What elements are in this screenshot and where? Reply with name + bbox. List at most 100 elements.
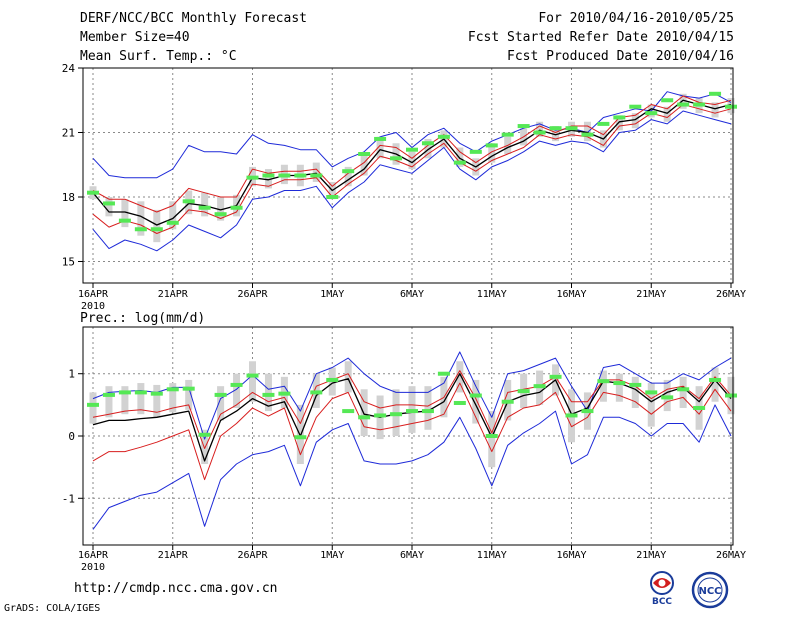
prec-spread-box <box>424 386 432 430</box>
temp-spread-box <box>201 192 209 217</box>
prec-xtick-label: 21APR <box>158 550 189 561</box>
prec-xtick-label: 26MAY <box>716 550 746 561</box>
temp-spread-box <box>121 199 129 228</box>
prec-observed-marker <box>246 373 259 378</box>
temp-spread-box <box>456 147 464 167</box>
temp-spread-box <box>679 93 687 109</box>
prec-observed-marker <box>310 390 323 395</box>
prec-observed-marker <box>677 387 690 392</box>
prec-min-line <box>92 404 732 530</box>
prec-observed-marker <box>469 393 482 398</box>
prec-spread-box <box>456 361 464 393</box>
prec-observed-marker <box>565 413 578 418</box>
prec-ytick-label: 1 <box>68 368 75 381</box>
temp-observed-marker <box>709 91 722 96</box>
temp-mean-line <box>92 99 732 226</box>
prec-observed-marker <box>294 435 307 440</box>
prec-spread-box <box>105 386 113 418</box>
prec-observed-marker <box>581 409 594 414</box>
prec-xtick-label: 21MAY <box>636 550 666 561</box>
temp-observed-marker <box>262 173 275 178</box>
prec-observed-marker <box>198 432 211 437</box>
source-url[interactable]: http://cmdp.ncc.cma.gov.cn <box>74 581 278 596</box>
refer-date: Fcst Started Refer Date 2010/04/15 <box>467 30 734 45</box>
prec-observed-marker <box>166 387 179 392</box>
prec-observed-marker <box>150 391 163 396</box>
prec-max-line <box>92 351 732 440</box>
temp-spread-box <box>536 121 544 137</box>
temp-observed-marker <box>437 134 450 139</box>
temp-observed-marker <box>230 205 243 210</box>
prec-observed-marker <box>421 409 434 414</box>
prec-observed-marker <box>230 382 243 387</box>
temp-ytick-label: 15 <box>62 256 75 269</box>
temp-min-line <box>92 110 732 252</box>
prec-observed-marker <box>87 402 99 407</box>
prec-observed-marker <box>485 434 498 438</box>
temp-observed-marker <box>629 104 642 109</box>
ncc-logo-text: NCC <box>698 586 721 597</box>
prec-observed-marker <box>501 399 514 404</box>
temp-spread-box <box>711 102 719 118</box>
temp-spread-box <box>264 169 272 189</box>
temp-spread-box <box>663 106 671 122</box>
variable-label: Mean Surf. Temp.: °C <box>80 49 237 64</box>
temp-spread-box <box>153 209 161 243</box>
prec-spread-box <box>679 376 687 408</box>
temp-observed-marker <box>645 111 658 116</box>
temp-spread-box <box>344 166 352 187</box>
temp-spread-box <box>169 201 177 230</box>
temp-xtick-label: 16APR <box>78 289 109 300</box>
temp-observed-marker <box>246 175 259 180</box>
prec-observed-marker <box>453 400 466 405</box>
temp-ytick-label: 24 <box>62 62 76 75</box>
temp-frame <box>82 67 734 284</box>
prec-xtick-label: 11MAY <box>477 550 507 561</box>
temp-observed-marker <box>102 201 115 206</box>
temp-spread-box <box>631 113 639 129</box>
temp-spread-box <box>424 138 432 159</box>
temp-observed-marker <box>358 152 371 156</box>
temp-xtick-label: 26MAY <box>716 289 746 300</box>
prec-spread-box <box>264 373 272 412</box>
prec-spread-box <box>169 383 177 413</box>
prec-frame <box>82 326 734 546</box>
prec-observed-marker <box>182 386 195 391</box>
prec-spread-box <box>360 389 368 436</box>
temp-observed-marker <box>166 220 179 225</box>
temp-observed-marker <box>677 102 690 107</box>
prec-observed-marker <box>326 377 339 382</box>
temp-observed-marker <box>342 169 355 174</box>
prec-observed-marker <box>262 392 275 397</box>
prec-xtick-label: 16MAY <box>556 550 586 561</box>
temp-observed-marker <box>549 126 562 131</box>
prec-observed-marker <box>358 415 371 420</box>
temp-observed-marker <box>214 212 227 217</box>
temp-observed-marker <box>294 173 307 178</box>
temp-observed-marker <box>501 132 514 137</box>
temp-spread-box <box>408 151 416 170</box>
temp-observed-marker <box>565 126 578 131</box>
prec-xtick-label: 1MAY <box>320 550 344 561</box>
prec-ytick-label: -1 <box>62 492 75 505</box>
prec-spread-box <box>647 383 655 427</box>
temp-observed-marker <box>390 156 403 161</box>
produced-date: Fcst Produced Date 2010/04/16 <box>507 49 734 64</box>
temp-observed-marker <box>278 173 291 178</box>
prec-spread-box <box>201 429 209 465</box>
temp-observed-marker <box>118 218 131 223</box>
temp-observed-marker <box>406 147 418 152</box>
temp-observed-marker <box>533 130 546 135</box>
temp-lower-line <box>92 104 732 234</box>
prec-observed-marker <box>709 377 722 382</box>
temp-observed-marker <box>310 173 323 178</box>
temp-observed-marker <box>613 115 626 120</box>
grads-credit: GrADS: COLA/IGES <box>4 603 101 614</box>
temp-ytick-label: 18 <box>62 191 75 204</box>
prec-spread-box <box>615 373 623 402</box>
temp-observed-marker <box>453 160 466 165</box>
temp-xtick-label: 1MAY <box>320 289 344 300</box>
prec-observed-marker <box>437 371 450 376</box>
temp-spread-box <box>360 154 368 176</box>
